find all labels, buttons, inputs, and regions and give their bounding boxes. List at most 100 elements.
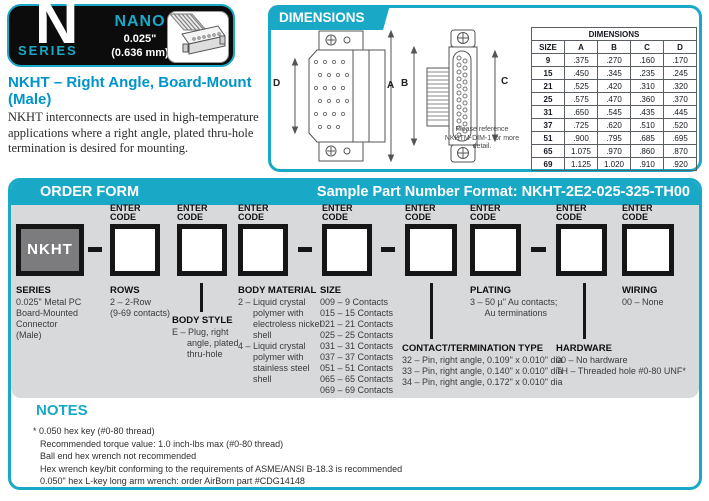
table-cell: .160: [630, 53, 664, 67]
table-cell: 21: [531, 79, 565, 93]
table-cell: .235: [630, 66, 664, 80]
contact-connector-line: [430, 283, 433, 339]
table-cell: .900: [564, 131, 598, 145]
code-box-rows[interactable]: [110, 224, 160, 276]
table-cell: .320: [663, 79, 697, 93]
dim-label-c: C: [501, 76, 509, 87]
family-name: NANO: [114, 13, 166, 30]
table-row: 15.450.345.235.245: [531, 66, 697, 80]
dimensions-panel: DIMENSIONS: [268, 5, 702, 172]
table-cell: .860: [630, 144, 664, 158]
table-cell: .920: [663, 157, 697, 171]
text-line: shell: [238, 374, 272, 384]
table-cell: .450: [564, 66, 598, 80]
dim-label-d: D: [273, 78, 281, 89]
page-title-line1: NKHT – Right Angle, Board-Mount: [8, 74, 252, 91]
body-style-connector-line: [200, 283, 203, 312]
connector-photo: [167, 11, 229, 63]
table-cell: .375: [564, 53, 598, 67]
text-line: 4 – Liquid crystal: [238, 341, 306, 351]
table-cell: 37: [531, 118, 565, 132]
table-cell: .170: [663, 53, 697, 67]
text-line: 015 – 15 Contacts: [320, 308, 394, 318]
notes-list: * 0.050 hex key (#0-80 thread) Recommende…: [33, 425, 402, 487]
field-series: SERIES 0.025" Metal PC Board-Mounted Conne…: [16, 285, 106, 341]
code-box-contact[interactable]: [405, 224, 457, 276]
dash-separator: [381, 247, 395, 252]
code-box-material[interactable]: [238, 224, 288, 276]
table-cell: 65: [531, 144, 565, 158]
enter-code-label-contact: ENTER CODE: [405, 203, 436, 222]
text-line: (Male): [16, 330, 42, 340]
text-line: polymer with: [238, 308, 304, 318]
table-cell: .360: [630, 92, 664, 106]
table-cell: .725: [564, 118, 598, 132]
text-line: 065 – 65 Contacts: [320, 374, 394, 384]
text-line: 00 – None: [622, 297, 664, 307]
dim-label-b: B: [401, 78, 409, 89]
code-box-hardware[interactable]: [556, 224, 607, 276]
pitch-mm: (0.636 mm): [111, 47, 169, 59]
text-line: 025 – 25 Contacts: [320, 330, 394, 340]
code-box-style[interactable]: [177, 224, 227, 276]
table-cell: .520: [663, 118, 697, 132]
column-header: SIZE: [531, 40, 565, 54]
field-hardware: HARDWARE 00 – No hardware TH – Threaded h…: [556, 343, 699, 377]
table-cell: .545: [597, 105, 631, 119]
connector-sketch-icon: [168, 13, 226, 55]
text-line: 069 – 69 Contacts: [320, 385, 394, 395]
field-heading: HARDWARE: [556, 343, 612, 354]
code-box-size[interactable]: [322, 224, 372, 276]
table-cell: .575: [564, 92, 598, 106]
table-cell: .445: [663, 105, 697, 119]
table-cell: .870: [663, 144, 697, 158]
code-box-plating[interactable]: [470, 224, 521, 276]
text-line: 2 – 2-Row: [110, 297, 152, 307]
field-lines: 00 – No hardware TH – Threaded hole #0-80…: [556, 355, 699, 377]
text-line: * 0.050 hex key (#0-80 thread): [33, 426, 155, 436]
product-description: NKHT interconnects are used in high-temp…: [8, 110, 259, 155]
dimensions-table: DIMENSIONS SIZE A B C D 9.375.270.160.170 15.…: [531, 27, 697, 171]
table-cell: .510: [630, 118, 664, 132]
text-line: Connector: [16, 319, 58, 329]
field-contact-termination: CONTACT/TERMINATION TYPE 32 – Pin, right…: [402, 343, 602, 388]
series-word: SERIES: [18, 43, 78, 58]
enter-code-label-wiring: ENTER CODE: [622, 203, 653, 222]
dim-label-a: A: [387, 80, 395, 91]
dimensions-table-head: DIMENSIONS SIZE A B C D: [531, 27, 697, 54]
field-heading: CONTACT/TERMINATION TYPE: [402, 343, 544, 354]
code-box-wiring[interactable]: [622, 224, 674, 276]
field-body-style: BODY STYLE E – Plug, right angle, plated…: [172, 315, 252, 360]
text-line: Recommended torque value: 1.0 inch-lbs m…: [40, 438, 284, 449]
table-row: 69 1.125 1.020.910.920: [531, 157, 697, 171]
field-lines: E – Plug, right angle, plated thru-hole: [172, 327, 252, 360]
field-lines: 00 – None: [622, 297, 692, 308]
table-cell: 1.075: [564, 144, 598, 158]
table-cell: .970: [597, 144, 631, 158]
table-row: 21.525.420.310.320: [531, 79, 697, 93]
text-line: 021 – 21 Contacts: [320, 319, 394, 329]
field-lines: 2 – Liquid crystal polymer with electrol…: [238, 297, 328, 385]
text-line: electroless nickel: [238, 319, 322, 329]
table-row: 51.900.795.685.695: [531, 131, 697, 145]
field-lines: 3 – 50 µ" Au contacts; Au terminations: [470, 297, 580, 319]
field-lines: 0.025" Metal PC Board-Mounted Connector (Ma…: [16, 297, 106, 341]
hardware-connector-line: [583, 283, 586, 339]
table-cell: .270: [597, 53, 631, 67]
column-header: D: [663, 40, 697, 54]
field-heading: ROWS: [110, 285, 140, 296]
field-heading: BODY MATERIAL: [238, 285, 317, 296]
table-cell: 31: [531, 105, 565, 119]
series-badge: N SERIES NANO 0.025" (0.636 mm): [7, 0, 235, 67]
table-row: 37.725.620.510.520: [531, 118, 697, 132]
field-size: SIZE 009 – 9 Contacts 015 – 15 Contacts 02…: [320, 285, 410, 396]
table-row: 9.375.270.160.170: [531, 53, 697, 67]
text-line: 0.025" Metal PC: [16, 297, 82, 307]
field-heading: WIRING: [622, 285, 658, 296]
reference-note: Please reference NKHTM-DIM-1 for more de…: [444, 126, 520, 151]
text-line: E – Plug, right: [172, 327, 229, 337]
table-cell: 1.020: [597, 157, 631, 171]
text-line: TH – Threaded hole #0-80 UNF*: [556, 366, 686, 376]
table-row: 25.575.470.360.370: [531, 92, 697, 106]
